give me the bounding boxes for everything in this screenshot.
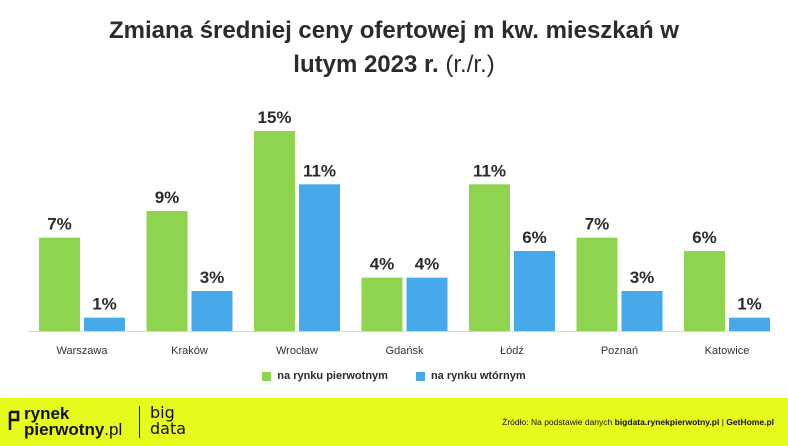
data-label: 11% — [473, 161, 506, 180]
data-label: 1% — [737, 295, 762, 314]
logo-divider — [139, 406, 140, 438]
chart-title-line2: lutym 2023 r. (r./r.) — [0, 48, 788, 82]
bar-primary — [39, 237, 80, 331]
legend-item-secondary: na rynku wtórnym — [415, 370, 526, 382]
x-tick-label: Poznań — [601, 345, 638, 357]
chart-title-line1: Zmiana średniej ceny ofertowej m kw. mie… — [109, 17, 679, 44]
legend-item-primary: na rynku pierwotnym — [262, 370, 388, 382]
legend-swatch-secondary — [415, 371, 425, 381]
x-tick-label: Kraków — [171, 345, 208, 357]
logo-line2-suffix: .pl — [104, 420, 123, 439]
bar-primary — [146, 211, 188, 331]
x-tick-label: Łódź — [500, 345, 524, 357]
bar-secondary — [729, 317, 770, 331]
data-label: 9% — [155, 188, 180, 207]
data-label: 6% — [522, 228, 547, 247]
rynek-pierwotny-logo: rynek pierwotny.pl — [24, 404, 123, 439]
chart-legend: na rynku pierwotnym na rynku wtórnym — [0, 370, 788, 382]
chart-title-date: lutym 2023 r. — [293, 51, 439, 78]
source-note: Źródło: Na podstawie danych bigdata.ryne… — [502, 417, 774, 427]
source-link-gethome[interactable]: GetHome.pl — [726, 417, 774, 427]
logo-line1: rynek — [24, 404, 70, 423]
bar-secondary — [191, 291, 233, 331]
data-label: 4% — [415, 255, 440, 274]
x-tick-label: Katowice — [705, 345, 750, 357]
source-prefix: Źródło: Na podstawie danych — [502, 417, 613, 427]
bar-primary — [361, 277, 403, 331]
bar-secondary — [299, 184, 340, 331]
source-separator: | — [721, 417, 724, 427]
data-label: 3% — [630, 268, 655, 287]
legend-swatch-primary — [262, 371, 272, 381]
big-data-line2: data — [150, 419, 187, 438]
data-label: 6% — [692, 228, 717, 247]
bar-primary — [576, 237, 618, 331]
bar-secondary — [514, 251, 555, 331]
data-label: 3% — [200, 268, 225, 287]
chart-title-suffix: (r./r.) — [445, 51, 495, 78]
data-label: 4% — [370, 255, 395, 274]
x-tick-label: Wrocław — [276, 345, 318, 357]
legend-label-primary: na rynku pierwotnym — [277, 370, 388, 382]
logo-line2-main: pierwotny — [24, 420, 105, 439]
x-tick-label: Warszawa — [57, 345, 109, 357]
bar-secondary — [406, 277, 448, 331]
bar-primary — [254, 131, 295, 331]
data-label: 7% — [47, 215, 72, 234]
bar-chart: 7% 1% Warszawa 9% 3% Kraków 15% 11% Wrocław 4% 4% G… — [28, 108, 770, 357]
big-data-line1: big — [150, 403, 175, 422]
legend-label-secondary: na rynku wtórnym — [430, 370, 526, 382]
chart-title: Zmiana średniej ceny ofertowej m kw. mie… — [0, 14, 788, 82]
x-tick-label: Gdańsk — [386, 345, 424, 357]
data-label: 15% — [257, 108, 291, 127]
footer-bar: rynek pierwotny.pl big data Źródło: Na p… — [0, 398, 788, 446]
bar-secondary — [621, 291, 663, 331]
rynek-pierwotny-logo-icon — [8, 410, 20, 430]
data-label: 7% — [585, 215, 610, 234]
big-data-logo: big data — [150, 405, 186, 437]
source-link-bigdata[interactable]: bigdata.rynekpierwotny.pl — [614, 417, 720, 427]
bar-secondary — [84, 317, 125, 331]
data-label: 1% — [92, 295, 117, 314]
bar-primary — [469, 184, 510, 331]
logo-line2: pierwotny.pl — [24, 420, 123, 439]
bar-primary — [684, 251, 725, 331]
data-label: 11% — [303, 161, 336, 180]
